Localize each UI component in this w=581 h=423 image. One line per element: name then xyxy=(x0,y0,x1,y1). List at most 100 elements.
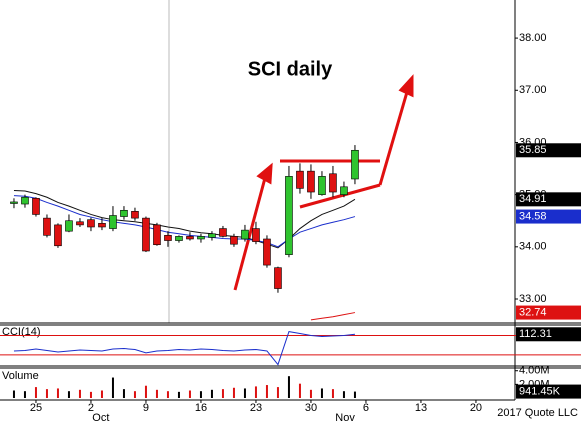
candle-body xyxy=(32,197,40,215)
annotation-drawing xyxy=(233,74,414,291)
candle-body xyxy=(120,209,128,217)
x-tick-label: 23 xyxy=(250,402,262,414)
panel-title: Volume xyxy=(2,370,39,382)
value-tag-label: 32.74 xyxy=(519,306,547,318)
volume-bar xyxy=(276,387,279,398)
value-tag xyxy=(516,384,581,399)
volume-bar xyxy=(177,391,180,398)
x-tick-label: 30 xyxy=(305,402,317,414)
candle-body xyxy=(54,224,62,247)
candle-body xyxy=(76,221,84,226)
volume-bar xyxy=(78,389,81,398)
volume-bar xyxy=(320,388,323,398)
volume-bar xyxy=(166,391,169,398)
volume-bar xyxy=(56,388,59,398)
candle-body xyxy=(296,170,304,189)
volume-bar xyxy=(342,391,345,398)
candle-body xyxy=(153,224,161,246)
x-tick-label: 20 xyxy=(470,402,482,414)
candle-body xyxy=(329,173,337,193)
y-tick-label: 4.00M xyxy=(519,365,550,377)
value-tag xyxy=(516,143,581,158)
candle-body xyxy=(230,236,238,245)
candle-body xyxy=(208,233,216,238)
volume-bar xyxy=(298,383,301,398)
volume-bar xyxy=(12,390,15,398)
x-tick-label: 6 xyxy=(363,402,369,414)
volume-bar xyxy=(133,391,136,398)
y-tick-label: 34.00 xyxy=(519,241,547,253)
volume-bar xyxy=(100,390,103,398)
value-tag xyxy=(516,209,581,224)
x-tick-label: 25 xyxy=(30,402,42,414)
candle-body xyxy=(318,176,326,195)
candle-body xyxy=(219,228,227,237)
x-tick-label: 13 xyxy=(415,402,427,414)
candle-body xyxy=(142,217,150,252)
arrow-line xyxy=(233,177,267,291)
volume-bar xyxy=(287,376,290,398)
x-tick-label: 9 xyxy=(143,402,149,414)
volume-bar xyxy=(221,389,224,398)
cci-line xyxy=(13,331,356,366)
value-tag-label: 34.91 xyxy=(519,193,547,205)
x-tick-label: 2 xyxy=(88,402,94,414)
x-tick-label: 16 xyxy=(195,402,207,414)
volume-bar xyxy=(144,385,147,398)
candle-body xyxy=(43,217,51,236)
value-tag-label: 35.85 xyxy=(519,144,547,156)
volume-bar xyxy=(34,387,37,398)
volume-bar xyxy=(155,389,158,398)
volume-bar xyxy=(210,389,213,398)
month-label: Oct xyxy=(92,412,109,423)
volume-bar xyxy=(89,391,92,398)
value-tag-label: 34.58 xyxy=(519,210,547,222)
volume-bar xyxy=(353,391,356,398)
y-tick-label: 37.00 xyxy=(519,84,547,96)
value-tag xyxy=(516,305,581,320)
panel-title: CCI(14) xyxy=(2,326,41,338)
volume-bar xyxy=(111,377,114,398)
candle-body xyxy=(274,267,282,289)
volume-bar xyxy=(254,386,257,398)
candle-body xyxy=(21,196,29,205)
y-tick-label: 38.00 xyxy=(519,32,547,44)
candle-body xyxy=(164,235,172,241)
value-tag xyxy=(516,192,581,207)
arrow-head xyxy=(256,162,273,185)
value-tag-label: 941.45K xyxy=(519,385,561,397)
candle-body xyxy=(263,238,271,266)
volume-bar xyxy=(243,388,246,398)
candle-body xyxy=(351,149,359,180)
candle-body xyxy=(307,170,315,193)
trend-line xyxy=(299,183,381,209)
candle-body xyxy=(241,229,249,240)
candle-body xyxy=(340,186,348,195)
volume-bar xyxy=(122,389,125,398)
series-line xyxy=(13,195,356,248)
volume-bar xyxy=(199,391,202,398)
candle-body xyxy=(131,211,139,219)
candle-body xyxy=(87,219,95,228)
value-tag xyxy=(516,327,581,342)
candle-body xyxy=(175,236,183,241)
volume-bar xyxy=(331,389,334,398)
chart-title: SCI daily xyxy=(248,58,333,80)
volume-bar xyxy=(67,391,70,398)
volume-bar xyxy=(309,389,312,398)
candle-body xyxy=(252,228,260,242)
volume-bar xyxy=(23,391,26,398)
y-tick-label: 33.00 xyxy=(519,293,547,305)
candle-body xyxy=(285,176,293,255)
value-tag-label: 112.31 xyxy=(519,328,552,340)
series-line xyxy=(13,189,356,249)
volume-bar xyxy=(232,387,235,398)
volume-bar xyxy=(265,385,268,398)
month-label: Nov xyxy=(335,412,355,423)
arrow-head xyxy=(398,74,414,98)
candle-body xyxy=(98,223,106,228)
arrow-line xyxy=(378,91,409,186)
volume-bar xyxy=(188,390,191,398)
candle-body xyxy=(65,220,73,232)
